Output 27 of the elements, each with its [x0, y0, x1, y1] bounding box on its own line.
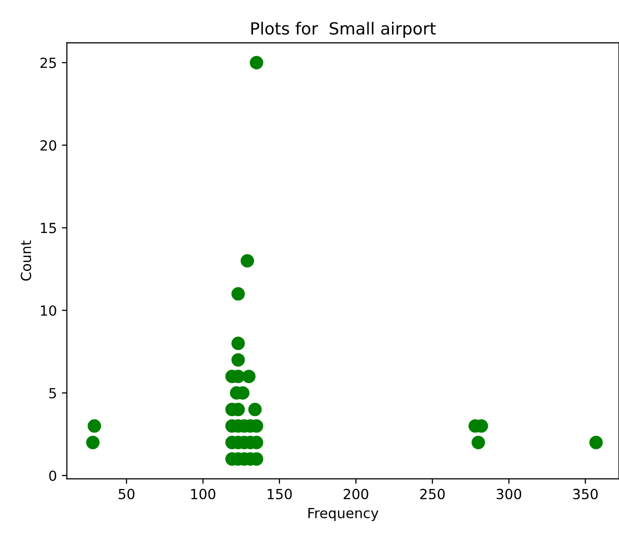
point: [88, 419, 102, 433]
chart-title: Plots for Small airport: [251, 22, 436, 38]
y-tick-label: 20: [40, 140, 56, 151]
point: [589, 436, 603, 450]
x-tick-label: 250: [420, 488, 445, 500]
point: [242, 370, 256, 384]
point: [231, 287, 245, 301]
y-tick-label: 15: [40, 222, 56, 234]
x-tick-label: 200: [344, 488, 368, 500]
x-tick-label: 300: [496, 488, 522, 500]
point: [240, 254, 254, 268]
x-tick-label: 100: [191, 488, 216, 500]
x-axis-title: Frequency: [308, 508, 378, 521]
point: [250, 56, 264, 70]
point: [472, 436, 485, 450]
point: [248, 402, 262, 416]
y-axis-title: Count: [20, 240, 32, 281]
y-tick-label: 5: [49, 388, 56, 398]
y-tick-label: 25: [40, 58, 56, 68]
point: [231, 353, 245, 367]
x-tick-label: 150: [268, 488, 292, 500]
x-tick-label: 350: [573, 488, 598, 500]
y-tick-label: 10: [40, 305, 56, 316]
point: [231, 336, 245, 350]
x-tick-label: 50: [118, 488, 134, 500]
y-tick-label: 0: [49, 470, 56, 481]
point: [86, 436, 100, 450]
